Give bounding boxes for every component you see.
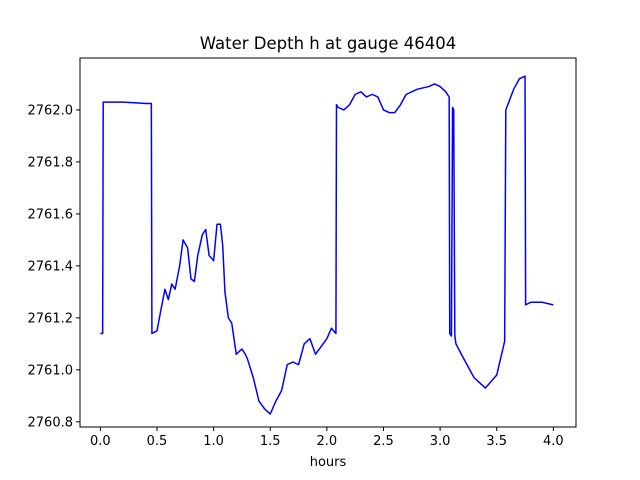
y-tick-label: 2762.0 bbox=[28, 103, 74, 118]
plot-frame bbox=[79, 57, 577, 428]
y-tick-label: 2761.2 bbox=[28, 311, 74, 326]
x-tick-label: 4.0 bbox=[543, 434, 564, 449]
y-tick-label: 2761.4 bbox=[28, 259, 74, 274]
y-tick-label: 2761.8 bbox=[28, 155, 74, 170]
x-tick-label: 3.5 bbox=[486, 434, 507, 449]
chart-title: Water Depth h at gauge 46404 bbox=[200, 34, 456, 53]
x-tick-label: 0.5 bbox=[147, 434, 168, 449]
x-tick-label: 3.0 bbox=[430, 434, 451, 449]
plot-area bbox=[79, 57, 577, 428]
x-tick-label: 2.5 bbox=[373, 434, 394, 449]
y-axis: 2760.8 2761.0 2761.2 2761.4 2761.6 2761.8 2762… bbox=[28, 103, 80, 430]
x-tick-label: 0.0 bbox=[90, 434, 111, 449]
y-tick-label: 2761.0 bbox=[28, 363, 74, 378]
y-tick-label: 2761.6 bbox=[28, 207, 74, 222]
x-axis-label: hours bbox=[310, 455, 347, 470]
x-tick-label: 1.0 bbox=[203, 434, 224, 449]
series-line bbox=[100, 75, 554, 415]
y-tick-label: 2760.8 bbox=[28, 415, 74, 430]
x-tick-label: 2.0 bbox=[317, 434, 338, 449]
x-tick-label: 1.5 bbox=[260, 434, 281, 449]
x-axis: 0.0 0.5 1.0 1.5 2.0 2.5 3.0 3.5 4.0 bbox=[90, 427, 564, 449]
